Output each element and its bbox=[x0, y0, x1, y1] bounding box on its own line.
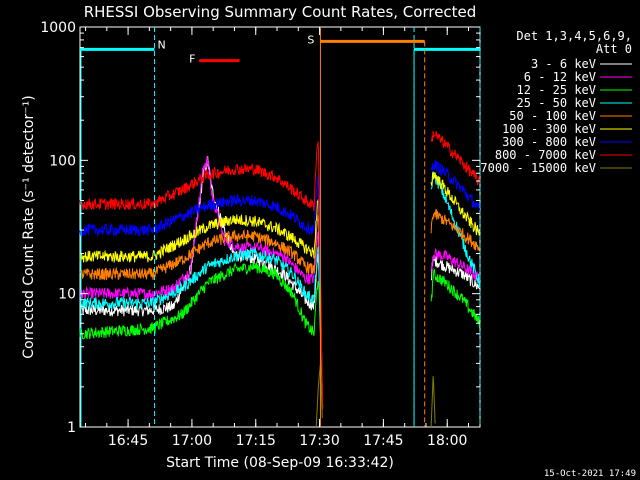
series-6-segment-2 bbox=[430, 171, 481, 236]
legend-title-line1: Det 1,3,4,5,6,9, bbox=[516, 29, 632, 43]
y-tick-label-1: 1 bbox=[67, 420, 76, 436]
series-7-segment-2 bbox=[430, 159, 481, 211]
series-4-segment-1 bbox=[79, 246, 324, 400]
series-9-segment-1 bbox=[315, 364, 323, 428]
legend-item-4: 25 - 50 keV bbox=[517, 96, 596, 110]
y-tick-label-4: 1000 bbox=[40, 20, 76, 36]
legend-item-3: 12 - 25 keV bbox=[517, 83, 596, 97]
series-6 bbox=[79, 171, 481, 408]
series-8-segment-2 bbox=[430, 130, 481, 186]
timestamp: 15-Oct-2021 17:49 bbox=[544, 469, 636, 479]
series-8 bbox=[79, 130, 481, 410]
series-3-segment-1 bbox=[79, 261, 324, 410]
series-9-segment-2 bbox=[430, 376, 436, 428]
series-2-segment-2 bbox=[430, 248, 481, 284]
series-layer bbox=[79, 130, 481, 428]
legend-item-7: 300 - 800 keV bbox=[502, 135, 596, 149]
y-axis-label: Corrected Count Rate (s⁻¹ detector⁻¹) bbox=[21, 95, 37, 358]
series-7-segment-1 bbox=[79, 174, 324, 404]
x-tick-label-1: 16:45 bbox=[108, 433, 148, 449]
legend-item-2: 6 - 12 keV bbox=[524, 70, 596, 84]
series-3 bbox=[79, 261, 481, 410]
series-8-segment-1 bbox=[79, 141, 324, 410]
y-tick-label-2: 10 bbox=[58, 287, 76, 303]
x-tick-label-3: 17:15 bbox=[236, 433, 276, 449]
legend-item-1: 3 - 6 keV bbox=[531, 57, 596, 71]
x-tick-label-5: 17:45 bbox=[363, 433, 403, 449]
annotation-layer: N F S bbox=[80, 27, 481, 427]
x-axis: 16:45 17:00 17:15 17:30 17:45 18:00 bbox=[85, 27, 470, 449]
series-7 bbox=[79, 159, 481, 404]
legend-item-9: 7000 - 15000 keV bbox=[480, 161, 596, 175]
legend-item-8: 800 - 7000 keV bbox=[495, 148, 596, 162]
series-1-segment-2 bbox=[430, 254, 481, 290]
x-tick-label-6: 18:00 bbox=[427, 433, 467, 449]
chart-title: RHESSI Observing Summary Count Rates, Co… bbox=[84, 3, 477, 21]
series-3-segment-2 bbox=[430, 267, 481, 329]
x-tick-label-4: 17:30 bbox=[299, 433, 339, 449]
legend-item-5: 50 - 100 keV bbox=[509, 109, 596, 123]
x-tick-label-2: 17:00 bbox=[172, 433, 212, 449]
series-9 bbox=[315, 364, 436, 428]
legend-item-6: 100 - 300 keV bbox=[502, 122, 596, 136]
saa-label: S bbox=[307, 33, 314, 46]
x-axis-label: Start Time (08-Sep-09 16:33:42) bbox=[166, 455, 394, 471]
series-5-segment-2 bbox=[430, 209, 481, 252]
y-axis: 1 10 100 1000 bbox=[40, 20, 480, 436]
legend-title-line2: Att 0 bbox=[596, 42, 632, 56]
night-label: N bbox=[157, 38, 165, 51]
series-5-segment-1 bbox=[79, 214, 324, 398]
y-tick-label-3: 100 bbox=[49, 153, 76, 169]
series-6-segment-1 bbox=[79, 198, 324, 408]
series-5 bbox=[79, 209, 481, 398]
flare-label: F bbox=[189, 53, 195, 66]
